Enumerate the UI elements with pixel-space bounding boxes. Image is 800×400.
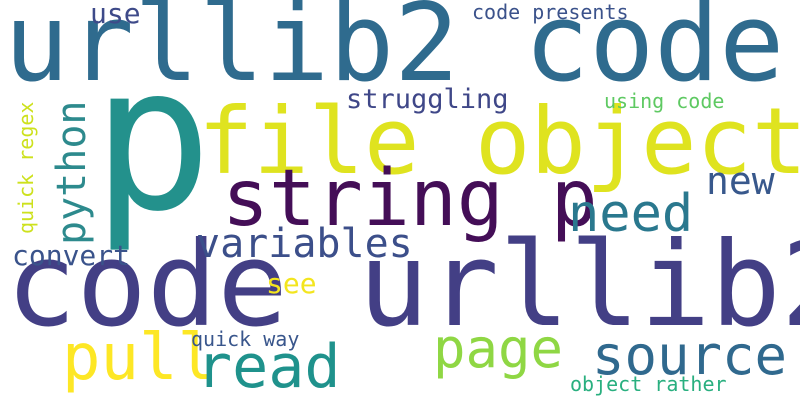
word-convert: convert (12, 239, 131, 272)
word-p: p (92, 23, 213, 256)
word-variables: variables (196, 221, 413, 267)
word-struggling: struggling (346, 84, 509, 115)
word-source: source (592, 324, 788, 387)
word-object-rather: object rather (570, 372, 727, 396)
word-new: new (706, 159, 775, 203)
word-urllib2-code: urllib2 code (4, 0, 785, 106)
word-pull: pull (62, 321, 217, 395)
word-need: need (568, 184, 694, 244)
word-quick-way: quick way (191, 327, 300, 351)
word-read: read (196, 332, 341, 400)
word-quick-regex: quick regex (14, 101, 38, 234)
word-code-urllib2: code urllib2 (6, 216, 800, 353)
word-page: page (433, 317, 564, 380)
word-using-code: using code (604, 89, 725, 113)
word-see: see (266, 267, 317, 300)
word-string-p: string p (222, 154, 598, 244)
word-use: use (90, 0, 141, 30)
word-python: python (49, 100, 95, 246)
word-code-presents: code presents (472, 0, 629, 24)
word-file-object: file object (198, 88, 800, 195)
